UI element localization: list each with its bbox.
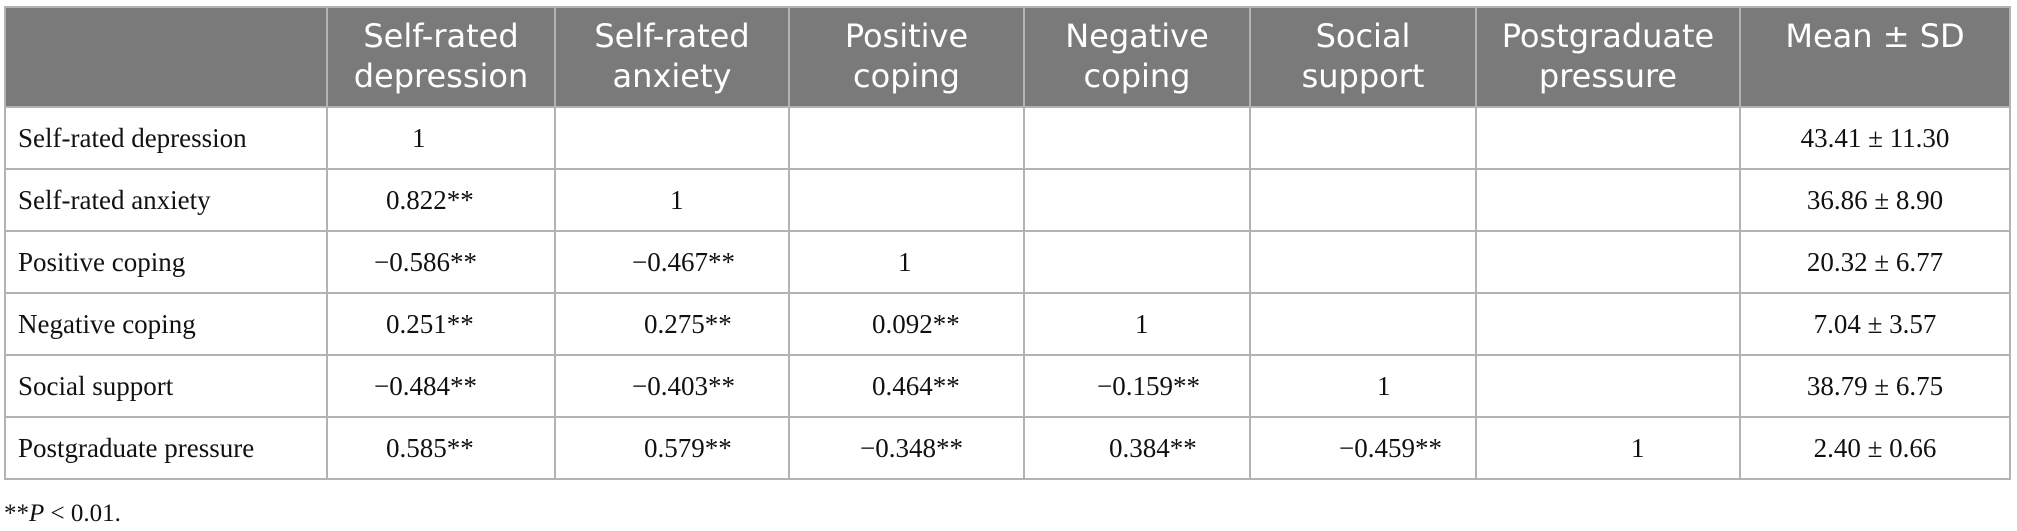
correlation-cell — [1249, 106, 1477, 170]
table-row: Social support −0.484** −0.403** 0.464** −0.… — [4, 354, 2011, 418]
header-line: Negative — [1065, 17, 1209, 55]
correlation-cell: 0.464** — [788, 354, 1025, 418]
header-corner — [4, 6, 328, 108]
correlation-cell: −0.159** — [1023, 354, 1251, 418]
correlation-table: Self-rated depression Self-rated anxiety P… — [4, 6, 2011, 480]
table-row: Self-rated anxiety 0.822** 1 36.86 ± 8.90 — [4, 168, 2011, 232]
correlation-cell: 1 — [1475, 416, 1741, 480]
header-line: depression — [353, 57, 529, 95]
correlation-cell: 0.251** — [326, 292, 556, 356]
row-label: Social support — [4, 354, 328, 418]
correlation-cell: 1 — [1023, 292, 1251, 356]
table-row: Self-rated depression 1 43.41 ± 11.30 — [4, 106, 2011, 170]
correlation-cell — [1475, 168, 1741, 232]
correlation-cell: −0.484** — [326, 354, 556, 418]
correlation-table-container: Self-rated depression Self-rated anxiety P… — [4, 6, 2011, 480]
correlation-cell: 1 — [788, 230, 1025, 294]
correlation-cell — [1023, 230, 1251, 294]
header-line: support — [1301, 57, 1425, 95]
header-social-support: Social support — [1249, 6, 1477, 108]
row-label: Self-rated depression — [4, 106, 328, 170]
correlation-cell — [1249, 168, 1477, 232]
correlation-cell — [1475, 106, 1741, 170]
header-line: coping — [1083, 57, 1191, 95]
correlation-cell — [1475, 354, 1741, 418]
correlation-cell: −0.586** — [326, 230, 556, 294]
header-self-rated-depression: Self-rated depression — [326, 6, 556, 108]
mean-sd-cell: 43.41 ± 11.30 — [1739, 106, 2011, 170]
mean-sd-cell: 38.79 ± 6.75 — [1739, 354, 2011, 418]
header-line: Mean ± SD — [1785, 17, 1965, 55]
correlation-cell: 1 — [326, 106, 556, 170]
footnote-stars: ** — [4, 500, 29, 527]
correlation-cell — [1475, 292, 1741, 356]
correlation-cell: −0.467** — [554, 230, 790, 294]
correlation-cell — [1023, 168, 1251, 232]
correlation-cell: −0.348** — [788, 416, 1025, 480]
correlation-cell: −0.459** — [1249, 416, 1477, 480]
header-line: Social — [1315, 17, 1411, 55]
row-label: Self-rated anxiety — [4, 168, 328, 232]
correlation-cell — [788, 106, 1025, 170]
correlation-cell: 0.275** — [554, 292, 790, 356]
table-body: Self-rated depression 1 43.41 ± 11.30 Self-… — [4, 106, 2011, 480]
mean-sd-cell: 7.04 ± 3.57 — [1739, 292, 2011, 356]
correlation-cell: 1 — [1249, 354, 1477, 418]
header-positive-coping: Positive coping — [788, 6, 1025, 108]
correlation-cell: 0.384** — [1023, 416, 1251, 480]
correlation-cell — [1023, 106, 1251, 170]
table-footnote: **P < 0.01. — [4, 500, 121, 528]
correlation-cell: 0.822** — [326, 168, 556, 232]
header-self-rated-anxiety: Self-rated anxiety — [554, 6, 790, 108]
correlation-cell: 0.579** — [554, 416, 790, 480]
table-row: Negative coping 0.251** 0.275** 0.092** 1 7.0… — [4, 292, 2011, 356]
header-line: Self-rated — [594, 17, 750, 55]
header-postgraduate-pressure: Postgraduate pressure — [1475, 6, 1741, 108]
correlation-cell: 0.585** — [326, 416, 556, 480]
table-row: Postgraduate pressure 0.585** 0.579** −0.34… — [4, 416, 2011, 480]
header-line: Positive — [844, 17, 969, 55]
correlation-cell: 0.092** — [788, 292, 1025, 356]
header-line: pressure — [1538, 57, 1678, 95]
correlation-cell: −0.403** — [554, 354, 790, 418]
header-line: Postgraduate — [1501, 17, 1715, 55]
correlation-cell: 1 — [554, 168, 790, 232]
mean-sd-cell: 20.32 ± 6.77 — [1739, 230, 2011, 294]
footnote-p: P — [29, 500, 45, 527]
row-label: Negative coping — [4, 292, 328, 356]
correlation-cell — [1475, 230, 1741, 294]
mean-sd-cell: 36.86 ± 8.90 — [1739, 168, 2011, 232]
mean-sd-cell: 2.40 ± 0.66 — [1739, 416, 2011, 480]
row-label: Postgraduate pressure — [4, 416, 328, 480]
footnote-text: < 0.01. — [44, 500, 121, 527]
row-label: Positive coping — [4, 230, 328, 294]
correlation-cell — [1249, 230, 1477, 294]
correlation-cell — [554, 106, 790, 170]
header-row: Self-rated depression Self-rated anxiety P… — [4, 6, 2011, 108]
table-row: Positive coping −0.586** −0.467** 1 20.32 ± … — [4, 230, 2011, 294]
correlation-cell — [788, 168, 1025, 232]
header-mean-sd: Mean ± SD — [1739, 6, 2011, 108]
header-line: Self-rated — [363, 17, 519, 55]
header-line: anxiety — [612, 57, 732, 95]
correlation-cell — [1249, 292, 1477, 356]
header-negative-coping: Negative coping — [1023, 6, 1251, 108]
header-line: coping — [853, 57, 960, 95]
